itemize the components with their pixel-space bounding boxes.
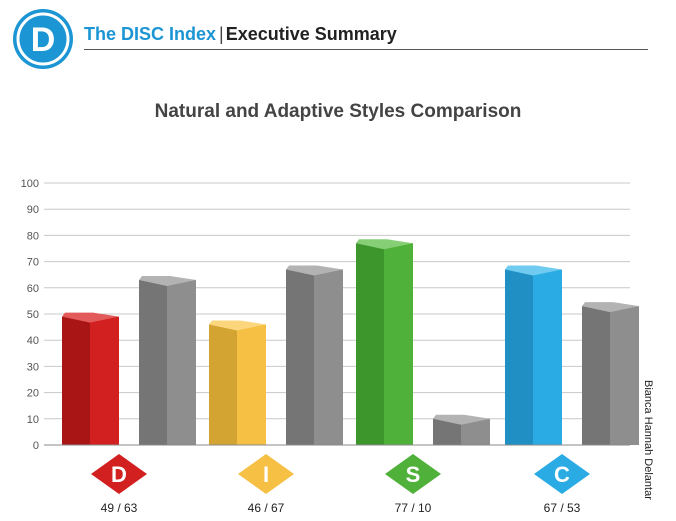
y-tick-label-30: 30 bbox=[27, 361, 39, 373]
bar-adaptive-C-left-face bbox=[582, 306, 610, 445]
bar-natural-C-front-face bbox=[533, 269, 562, 445]
bar-natural-S-front-face bbox=[384, 243, 413, 445]
bar-natural-C-left-face bbox=[505, 269, 533, 445]
y-tick-label-10: 10 bbox=[27, 414, 39, 426]
y-tick-label-80: 80 bbox=[27, 230, 39, 242]
bar-natural-S-top-face bbox=[356, 239, 413, 250]
bar-adaptive-D-top-face bbox=[139, 275, 196, 286]
bar-adaptive-C-front-face bbox=[610, 306, 639, 445]
bar-natural-D-left-face bbox=[62, 316, 90, 445]
category-label-I: I bbox=[263, 462, 269, 487]
y-tick-label-90: 90 bbox=[27, 204, 39, 216]
header-divider bbox=[84, 49, 648, 50]
category-label-C: C bbox=[554, 462, 570, 487]
category-diamond-C bbox=[534, 454, 590, 494]
person-name-side-label: Bianca Hannah Delantar bbox=[642, 380, 654, 500]
section-title: Executive Summary bbox=[225, 24, 397, 44]
bar-natural-I-top-face bbox=[209, 320, 266, 331]
category-values-D: 49 / 63 bbox=[101, 501, 138, 515]
bar-adaptive-C-top-face bbox=[582, 302, 639, 313]
y-tick-label-50: 50 bbox=[27, 309, 39, 321]
bar-adaptive-D-left-face bbox=[139, 279, 167, 445]
y-tick-label-60: 60 bbox=[27, 283, 39, 295]
y-tick-label-70: 70 bbox=[27, 257, 39, 269]
disc-logo-icon: D bbox=[13, 9, 73, 69]
bar-adaptive-D-front-face bbox=[167, 279, 196, 445]
category-label-S: S bbox=[406, 462, 421, 487]
bar-natural-C-top-face bbox=[505, 265, 562, 276]
category-diamond-I bbox=[238, 454, 294, 494]
chart-title: Natural and Adaptive Styles Comparison bbox=[154, 101, 522, 122]
bar-adaptive-S-top-face bbox=[433, 414, 490, 425]
bar-natural-I-front-face bbox=[237, 324, 266, 445]
logo-letter: D bbox=[31, 21, 56, 59]
category-label-D: D bbox=[111, 462, 127, 487]
bar-adaptive-I-top-face bbox=[286, 265, 343, 276]
category-diamond-D bbox=[91, 454, 147, 494]
bar-adaptive-I-front-face bbox=[314, 269, 343, 445]
category-values-C: 67 / 53 bbox=[544, 501, 581, 515]
y-tick-label-100: 100 bbox=[21, 178, 39, 190]
bar-natural-D-front-face bbox=[90, 316, 119, 445]
y-tick-label-0: 0 bbox=[33, 440, 39, 452]
page-header: The DISC Index | Executive Summary bbox=[84, 22, 397, 46]
header-separator: | bbox=[219, 24, 224, 44]
brand-title: The DISC Index bbox=[84, 24, 217, 44]
y-tick-label-20: 20 bbox=[27, 388, 39, 400]
category-diamond-S bbox=[385, 454, 441, 494]
bar-natural-I-left-face bbox=[209, 324, 237, 445]
y-tick-label-40: 40 bbox=[27, 335, 39, 347]
bar-natural-S-left-face bbox=[356, 243, 384, 445]
bar-natural-D-top-face bbox=[62, 312, 119, 323]
category-values-I: 46 / 67 bbox=[248, 501, 285, 515]
category-values-S: 77 / 10 bbox=[395, 501, 432, 515]
bar-adaptive-I-left-face bbox=[286, 269, 314, 445]
